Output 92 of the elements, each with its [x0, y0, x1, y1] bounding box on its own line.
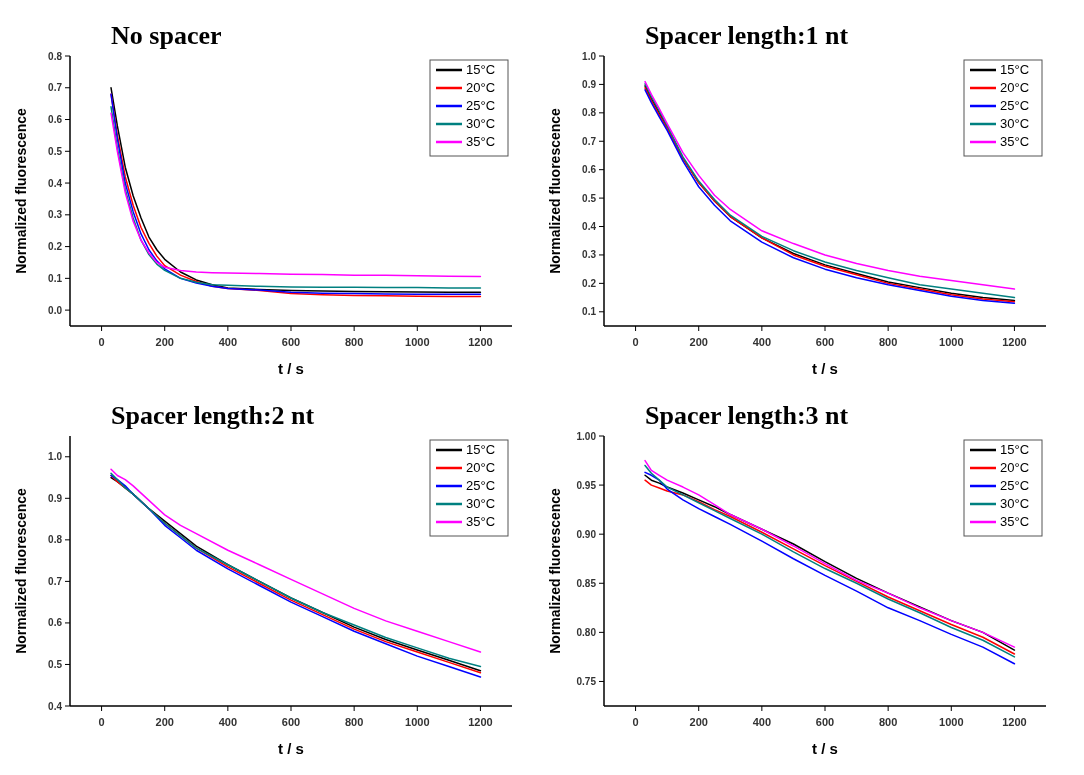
y-tick-label: 0.9 — [582, 78, 597, 90]
x-axis-title: t / s — [812, 360, 838, 377]
y-tick-label: 0.8 — [48, 534, 63, 546]
y-tick-label: 0.7 — [582, 135, 597, 147]
x-tick-label: 600 — [281, 336, 301, 348]
y-tick-label: 0.2 — [582, 277, 597, 289]
y-tick-label: 0.5 — [48, 145, 63, 157]
y-axis-title: Normalized fluorescence — [547, 487, 563, 654]
y-tick-label: 0.6 — [48, 114, 63, 126]
x-tick-label: 400 — [752, 336, 772, 348]
y-tick-label: 1.0 — [582, 50, 597, 62]
x-tick-label: 400 — [218, 716, 238, 728]
y-tick-label: 0.3 — [582, 249, 597, 261]
y-tick-label: 0.85 — [576, 577, 597, 589]
chart-title: Spacer length:3 nt — [645, 401, 849, 430]
legend-label: 35°C — [466, 514, 496, 529]
legend-label: 30°C — [1000, 116, 1030, 131]
y-tick-label: 0.7 — [48, 82, 63, 94]
x-axis-title: t / s — [278, 360, 304, 377]
y-tick-label: 0.6 — [582, 164, 597, 176]
x-tick-label: 1000 — [405, 716, 430, 728]
x-tick-label: 0 — [98, 336, 105, 348]
x-tick-label: 1200 — [1002, 336, 1027, 348]
legend-label: 25°C — [466, 478, 496, 493]
x-tick-label: 0 — [632, 716, 639, 728]
legend-label: 35°C — [1000, 134, 1030, 149]
y-tick-label: 0.4 — [48, 177, 63, 189]
y-tick-label: 0.8 — [582, 107, 597, 119]
chart-title: No spacer — [111, 21, 222, 50]
legend-label: 20°C — [466, 460, 496, 475]
legend-label: 20°C — [466, 80, 496, 95]
x-tick-label: 1200 — [468, 336, 493, 348]
y-tick-label: 0.1 — [48, 272, 63, 284]
legend-label: 25°C — [1000, 478, 1030, 493]
x-tick-label: 600 — [815, 336, 835, 348]
legend-label: 20°C — [1000, 80, 1030, 95]
x-tick-label: 800 — [878, 716, 898, 728]
legend-label: 15°C — [466, 442, 496, 457]
legend-label: 30°C — [466, 116, 496, 131]
legend-label: 15°C — [1000, 62, 1030, 77]
legend-label: 20°C — [1000, 460, 1030, 475]
y-tick-label: 0.1 — [582, 306, 597, 318]
y-tick-label: 0.9 — [48, 492, 63, 504]
x-tick-label: 0 — [98, 716, 105, 728]
x-tick-label: 0 — [632, 336, 639, 348]
x-tick-label: 200 — [155, 336, 174, 348]
x-axis-title: t / s — [278, 740, 304, 757]
legend-label: 35°C — [1000, 514, 1030, 529]
x-tick-label: 1000 — [939, 716, 964, 728]
y-tick-label: 0.8 — [48, 50, 63, 62]
y-tick-label: 0.4 — [48, 700, 63, 712]
y-tick-label: 0.5 — [48, 658, 63, 670]
y-tick-label: 0.75 — [576, 675, 597, 687]
y-axis-title: Normalized fluorescence — [13, 107, 29, 274]
y-tick-label: 0.80 — [576, 626, 597, 638]
y-tick-label: 1.00 — [576, 430, 597, 442]
x-tick-label: 200 — [689, 716, 708, 728]
y-axis-title: Normalized fluorescence — [547, 107, 563, 274]
x-tick-label: 600 — [815, 716, 835, 728]
y-tick-label: 0.5 — [582, 192, 597, 204]
y-tick-label: 0.6 — [48, 617, 63, 629]
x-tick-label: 1000 — [405, 336, 430, 348]
x-tick-label: 800 — [344, 716, 364, 728]
y-tick-label: 0.3 — [48, 209, 63, 221]
legend-label: 30°C — [466, 496, 496, 511]
y-tick-label: 0.4 — [582, 221, 597, 233]
x-tick-label: 800 — [344, 336, 364, 348]
legend-label: 30°C — [1000, 496, 1030, 511]
chart-title: Spacer length:2 nt — [111, 401, 315, 430]
y-tick-label: 0.95 — [576, 479, 597, 491]
y-tick-label: 0.7 — [48, 575, 63, 587]
x-tick-label: 1200 — [1002, 716, 1027, 728]
x-tick-label: 1000 — [939, 336, 964, 348]
y-tick-label: 0.90 — [576, 528, 597, 540]
x-axis-title: t / s — [812, 740, 838, 757]
legend-label: 25°C — [1000, 98, 1030, 113]
legend-label: 35°C — [466, 134, 496, 149]
x-tick-label: 200 — [155, 716, 174, 728]
x-tick-label: 600 — [281, 716, 301, 728]
legend-label: 15°C — [1000, 442, 1030, 457]
y-tick-label: 1.0 — [48, 451, 63, 463]
x-tick-label: 1200 — [468, 716, 493, 728]
legend-label: 25°C — [466, 98, 496, 113]
x-tick-label: 800 — [878, 336, 898, 348]
y-tick-label: 0.2 — [48, 241, 63, 253]
y-tick-label: 0.0 — [48, 304, 63, 316]
x-tick-label: 400 — [218, 336, 238, 348]
chart-title: Spacer length:1 nt — [645, 21, 849, 50]
y-axis-title: Normalized fluorescence — [13, 487, 29, 654]
x-tick-label: 400 — [752, 716, 772, 728]
legend-label: 15°C — [466, 62, 496, 77]
x-tick-label: 200 — [689, 336, 708, 348]
